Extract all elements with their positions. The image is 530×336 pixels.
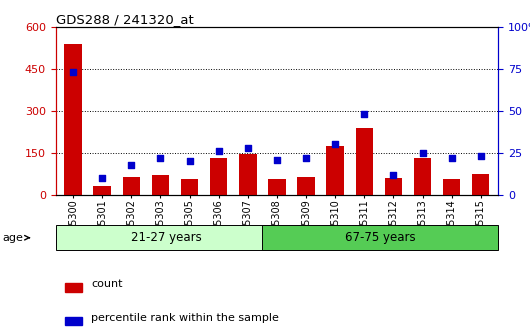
Bar: [356, 128, 373, 195]
Bar: [210, 159, 227, 195]
Bar: [472, 174, 490, 195]
Bar: [65, 317, 82, 325]
Bar: [443, 179, 461, 195]
Point: [360, 112, 368, 117]
Point: [273, 157, 281, 162]
Point: [244, 145, 252, 151]
Bar: [268, 179, 286, 195]
Bar: [326, 146, 344, 195]
Text: age: age: [3, 233, 30, 243]
Text: count: count: [91, 279, 122, 289]
Bar: [93, 186, 111, 195]
Bar: [385, 178, 402, 195]
Point: [476, 154, 485, 159]
Bar: [122, 177, 140, 195]
Point: [331, 142, 339, 147]
Bar: [297, 177, 315, 195]
Bar: [152, 175, 169, 195]
Point: [418, 150, 427, 156]
Bar: [64, 44, 82, 195]
Point: [215, 149, 223, 154]
Bar: [56, 225, 277, 250]
Point: [186, 159, 194, 164]
Text: GDS288 / 241320_at: GDS288 / 241320_at: [56, 13, 193, 26]
Text: 67-75 years: 67-75 years: [345, 231, 416, 244]
Bar: [262, 225, 498, 250]
Bar: [239, 154, 257, 195]
Bar: [181, 179, 198, 195]
Point: [69, 70, 77, 75]
Bar: [414, 159, 431, 195]
Point: [389, 172, 398, 177]
Point: [127, 162, 136, 167]
Text: percentile rank within the sample: percentile rank within the sample: [91, 312, 279, 323]
Point: [302, 155, 310, 161]
Point: [98, 175, 107, 181]
Point: [447, 155, 456, 161]
Text: 21-27 years: 21-27 years: [131, 231, 201, 244]
Bar: [65, 283, 82, 292]
Point: [156, 155, 165, 161]
